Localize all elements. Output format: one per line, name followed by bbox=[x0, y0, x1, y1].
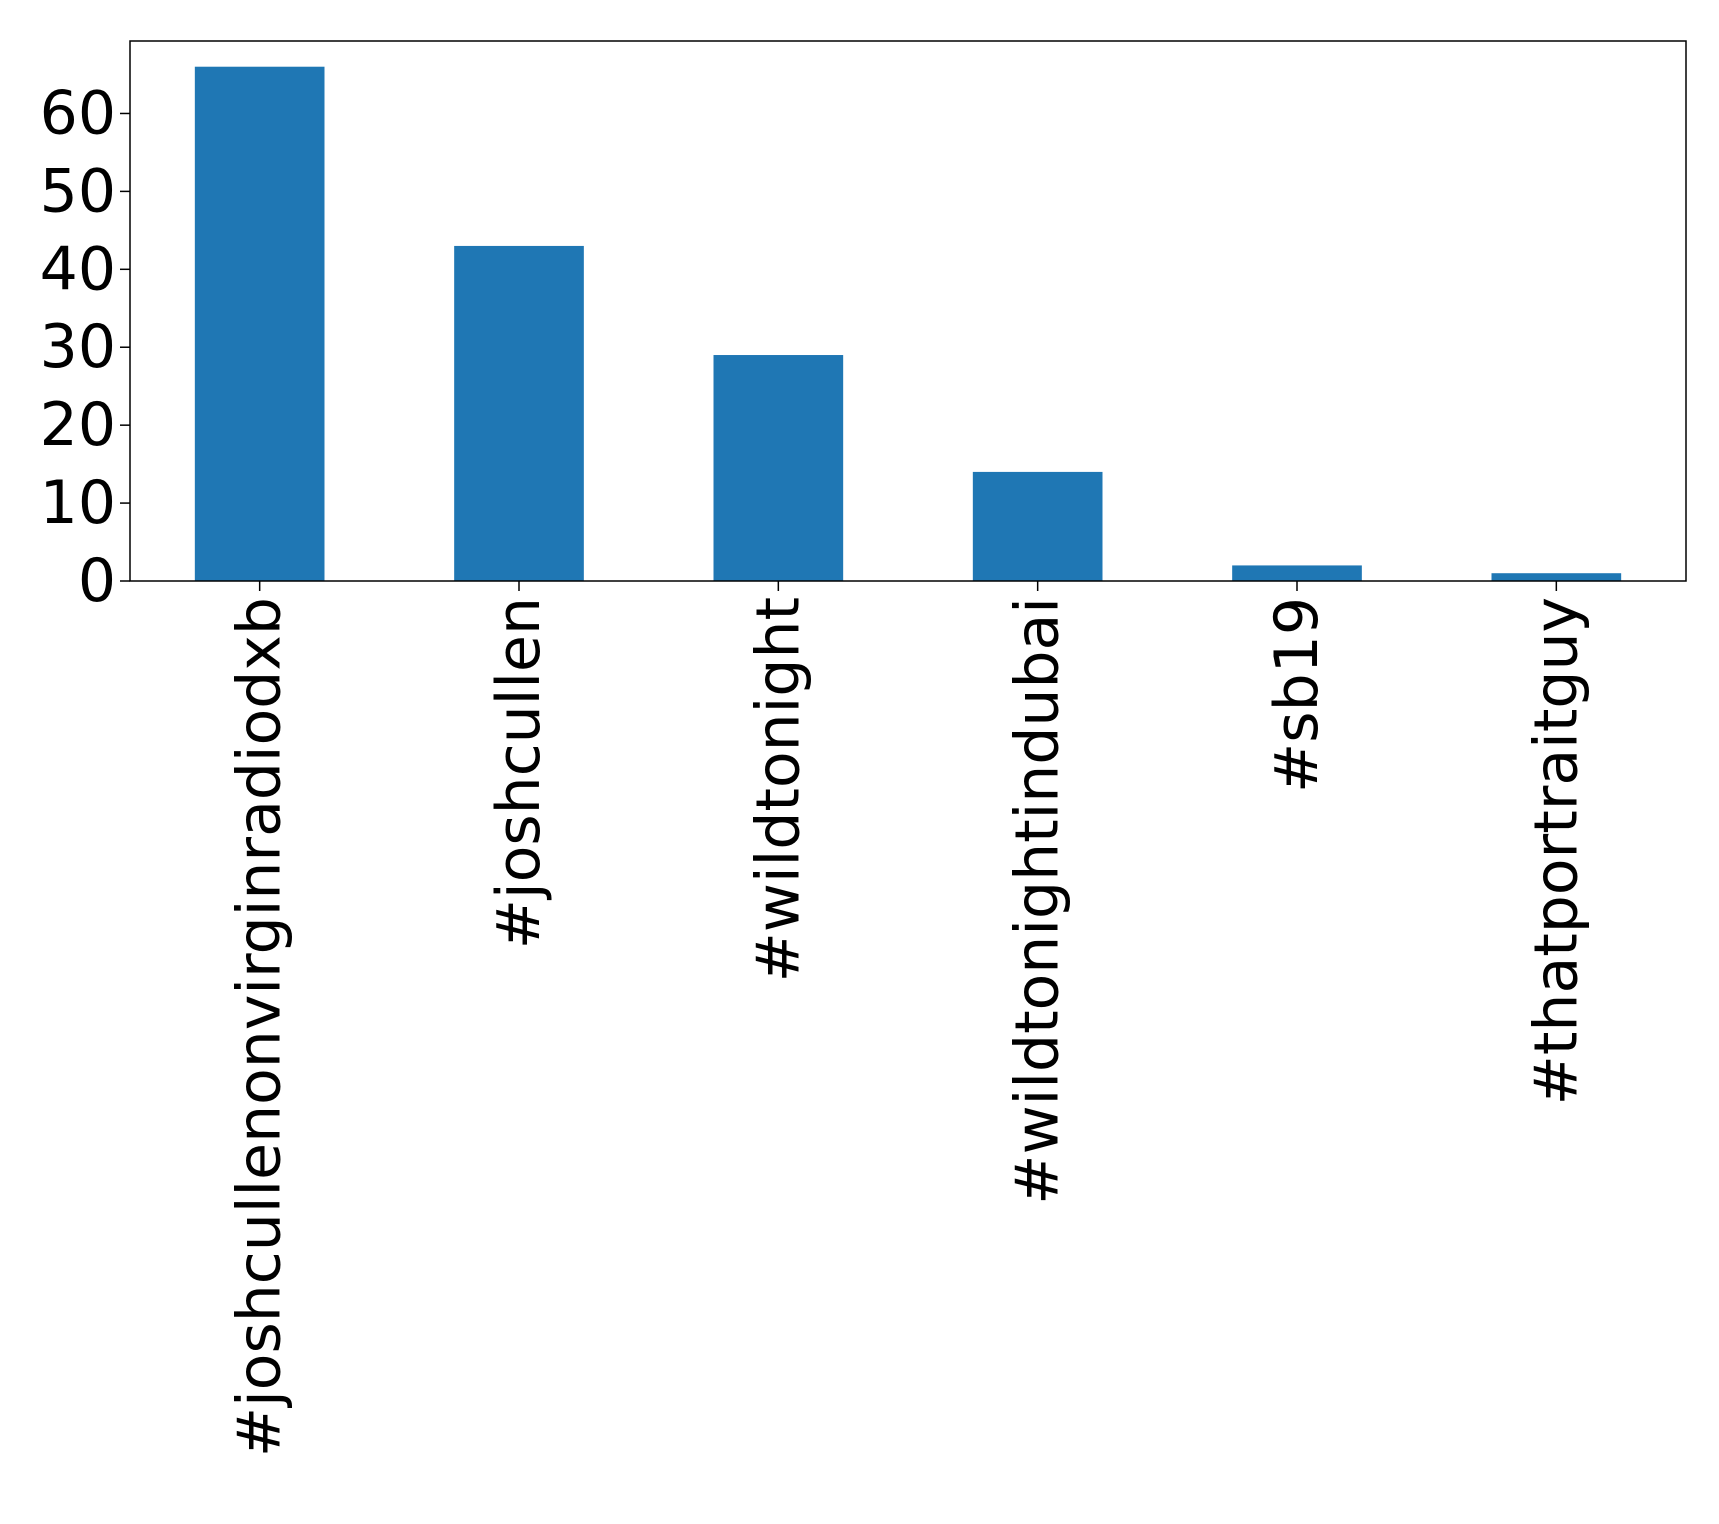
bar-2 bbox=[454, 245, 584, 581]
x-tick-label: #wildtonightindubai bbox=[1003, 597, 1073, 1205]
x-tick-label: #joshcullen bbox=[484, 597, 554, 949]
bars-group bbox=[194, 66, 1622, 581]
y-axis: 0 10 20 30 40 50 60 bbox=[40, 78, 130, 616]
x-tick-label: #sb19 bbox=[1262, 597, 1332, 793]
y-tick-label: 50 bbox=[40, 156, 116, 226]
y-tick-label: 0 bbox=[78, 546, 116, 616]
bar-5 bbox=[1232, 565, 1362, 581]
x-tick-label: #wildtonight bbox=[743, 597, 813, 982]
x-tick-label: #thatportraitguy bbox=[1521, 597, 1591, 1105]
bar-4 bbox=[972, 471, 1103, 581]
y-tick-label: 30 bbox=[40, 312, 116, 382]
plot-area-frame bbox=[129, 40, 1687, 582]
bar-6 bbox=[1491, 573, 1622, 581]
x-axis: #joshcullenonvirginradiodxb #joshcullen #w… bbox=[225, 581, 1591, 1457]
x-tick-label: #joshcullenonvirginradiodxb bbox=[225, 597, 295, 1457]
bar-3 bbox=[713, 355, 844, 581]
y-tick-label: 40 bbox=[40, 234, 116, 304]
y-tick-label: 10 bbox=[40, 468, 116, 538]
y-tick-label: 20 bbox=[40, 390, 116, 460]
y-tick-label: 60 bbox=[40, 78, 116, 148]
bar-1 bbox=[194, 66, 325, 581]
